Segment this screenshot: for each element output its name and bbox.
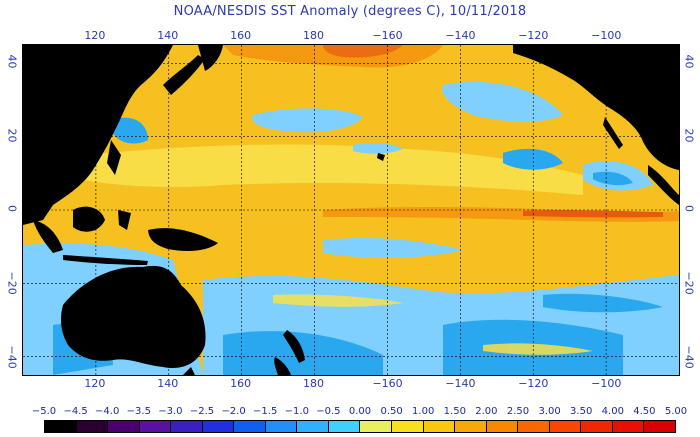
colorbar-tick-label: 5.00: [664, 406, 688, 417]
colorbar-tick-label: −4.0: [95, 406, 120, 417]
lon-tick-label-top: −160: [372, 29, 403, 42]
lon-tick-label-top: −100: [591, 29, 622, 42]
colorbar-tick-label: 0.00: [348, 406, 372, 417]
colorbar-tick-label: 2.50: [506, 406, 530, 417]
colorbar-swatch: [202, 421, 235, 432]
lon-tick-label-bottom: −160: [372, 377, 403, 390]
land-australia: [60, 265, 206, 369]
warm-north-pacific-core: [323, 45, 403, 58]
sst-anomaly-map: [22, 44, 680, 376]
lon-tick-label-top: 160: [230, 29, 252, 42]
colorbar-swatch: [423, 421, 456, 432]
colorbar-labels: −5.0 −4.5 −4.0 −3.5 −3.0 −2.5 −2.0 −1.5 −1.0 −0.5…: [0, 406, 700, 420]
colorbar-swatch: [139, 421, 172, 432]
colorbar-swatch: [76, 421, 109, 432]
colorbar-tick-label: 3.50: [570, 406, 593, 417]
lat-tick-label-right: 0: [682, 205, 696, 212]
warm-light-band-north: [83, 144, 583, 195]
colorbar-tick-label: −2.5: [189, 406, 215, 417]
lon-tick-label-top: −120: [518, 29, 549, 42]
colorbar-swatch: [265, 421, 298, 432]
colorbar-swatch: [455, 421, 487, 432]
land-north-america: [513, 45, 679, 170]
colorbar-swatch: [612, 421, 645, 432]
colorbar-tick-label: −4.5: [63, 406, 88, 417]
land-masses: [23, 45, 679, 375]
colorbar-swatch: [486, 421, 519, 432]
land-japan: [163, 55, 205, 95]
lon-tick-label-top: 180: [303, 29, 325, 42]
lat-tick-label-left: 0: [5, 205, 19, 212]
land-kamchatka: [198, 45, 223, 71]
lat-tick-label-right: 20: [682, 128, 696, 143]
land-borneo: [73, 206, 105, 232]
colorbar-tick-label: −3.5: [126, 406, 151, 417]
colorbar-tick-label: −2.0: [221, 406, 246, 417]
gridlines: [23, 45, 679, 375]
colorbar-swatch: [45, 421, 77, 432]
lon-tick-label-bottom: 160: [230, 377, 252, 390]
land-java: [63, 255, 148, 265]
warm-equatorial-tongue: [323, 206, 679, 222]
warm-red-streak: [523, 210, 663, 218]
colorbar: [44, 420, 676, 433]
colorbar-tick-label: 4.00: [601, 406, 624, 417]
colorbar-swatch: [644, 421, 675, 432]
land-baja: [603, 117, 623, 149]
colorbar-tick-label: −3.0: [158, 406, 183, 417]
colorbar-tick-label: 1.00: [412, 406, 435, 417]
colorbar-tick-label: 1.50: [443, 406, 466, 417]
land-sumatra: [33, 220, 63, 253]
lon-tick-label-bottom: −120: [518, 377, 549, 390]
colorbar-tick-label: −1.5: [253, 406, 278, 417]
colorbar-swatch: [581, 421, 613, 432]
lon-tick-label-bottom: 120: [84, 377, 106, 390]
land-hawaii: [377, 153, 385, 161]
colorbar-tick-label: −5.0: [31, 406, 57, 417]
colorbar-tick-label: 3.00: [538, 406, 561, 417]
lat-tick-label-right: −40: [682, 345, 696, 369]
land-new-guinea: [148, 228, 218, 251]
colorbar-tick-label: −1.0: [284, 406, 309, 417]
lat-tick-label-right: −20: [682, 271, 696, 296]
colorbar-swatch: [297, 421, 329, 432]
colorbar-swatch: [234, 421, 266, 432]
lon-tick-label-bottom: −100: [591, 377, 622, 390]
lon-tick-label-top: −140: [445, 29, 476, 42]
lat-tick-label-left: 20: [5, 128, 19, 143]
colorbar-swatch: [392, 421, 424, 432]
colorbar-tick-label: −0.5: [316, 406, 341, 417]
land-asia: [23, 45, 173, 225]
map-title: NOAA/NESDIS SST Anomaly (degrees C), 10/…: [173, 4, 527, 19]
lon-tick-label-top: 120: [84, 29, 106, 42]
land-philippines: [107, 140, 121, 175]
lat-tick-label-right: 40: [682, 54, 696, 69]
lat-tick-label-left: 40: [5, 54, 19, 69]
warm-streaks-south: [273, 294, 593, 355]
colorbar-swatch: [549, 421, 582, 432]
lon-tick-label-top: 140: [157, 29, 179, 42]
colorbar-swatch: [328, 421, 361, 432]
colorbar-swatch: [171, 421, 203, 432]
land-tasmania: [183, 367, 195, 375]
lon-tick-label-bottom: 180: [303, 377, 325, 390]
land-new-zealand: [283, 330, 305, 363]
land-new-zealand-south: [274, 357, 291, 375]
colorbar-swatch: [108, 421, 140, 432]
colorbar-tick-label: 0.50: [380, 406, 403, 417]
colorbar-tick-label: 2.00: [475, 406, 498, 417]
lon-tick-label-bottom: −140: [445, 377, 476, 390]
land-central-america: [648, 165, 679, 205]
lon-tick-label-bottom: 140: [157, 377, 179, 390]
colorbar-swatch: [360, 421, 393, 432]
colorbar-tick-label: 4.50: [633, 406, 656, 417]
lat-tick-label-left: −20: [5, 271, 19, 296]
colorbar-swatch: [518, 421, 550, 432]
cool-patches-north-deep: [113, 117, 633, 186]
lat-tick-label-left: −40: [5, 345, 19, 369]
land-sulawesi: [118, 210, 131, 230]
